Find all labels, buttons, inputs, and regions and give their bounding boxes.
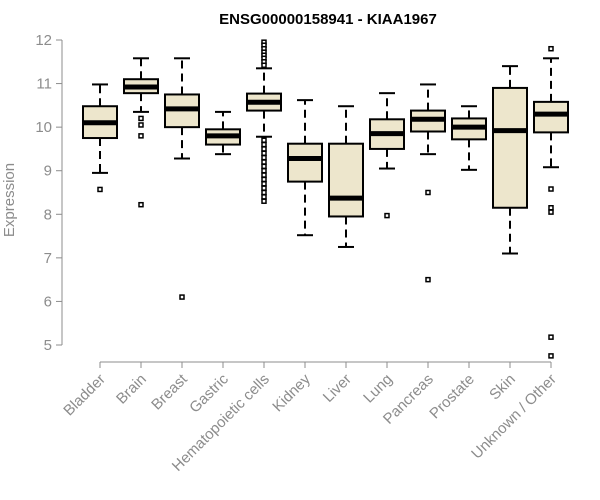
box-unknown-other [533,45,569,359]
outlier-point [261,62,267,69]
outlier-point [548,205,554,211]
outlier-point [548,209,554,215]
outlier-point [261,150,267,157]
outlier-point [425,189,431,196]
box-brain [123,57,159,208]
box-gastric [205,110,241,156]
outlier-point [261,181,267,187]
outlier-point [261,154,267,161]
x-tick-label: Breast [148,370,191,413]
outlier-point [138,122,144,128]
box-rect [287,142,323,183]
outlier-point [261,163,267,170]
outlier-point [138,201,144,208]
outlier-point [97,186,103,193]
x-tick-label: Lung [360,371,396,407]
x-tick-label: Liver [320,371,355,406]
outlier-point [261,198,267,204]
box-pancreas [410,83,446,283]
y-tick-label: 7 [44,250,52,267]
y-tick-label: 12 [35,32,52,49]
outlier-point [261,137,267,143]
x-tick-label: Brain [113,371,150,408]
chart-title: ENSG00000158941 - KIAA1967 [219,11,437,28]
x-tick-label: Bladder [60,371,109,420]
box-breast [164,57,200,300]
outlier-point [261,194,267,200]
box-skin [492,65,528,255]
y-tick-label: 9 [44,163,52,180]
outlier-point [384,212,390,219]
outlier-point [138,133,144,139]
y-tick-label: 5 [44,337,52,354]
outlier-point [425,276,431,283]
outlier-point [138,115,144,122]
outlier-point [261,185,267,191]
outlier-point [548,353,554,359]
x-tick-label: Skin [486,371,519,404]
outlier-point [261,172,267,178]
box-liver [328,105,364,248]
y-tick-label: 6 [44,293,52,310]
outlier-point [261,176,267,183]
box-lung [369,92,405,219]
x-tick-label: Kidney [269,370,314,415]
outlier-point [548,45,554,52]
box-rect [328,142,364,218]
outlier-point [179,294,185,300]
box-prostate [451,105,487,171]
y-tick-label: 8 [44,206,52,223]
y-tick-label: 10 [35,119,52,136]
outlier-point [261,159,267,165]
box-kidney [287,99,323,237]
box-rect [533,100,569,134]
y-tick-label: 11 [36,76,52,93]
boxes-group [82,39,569,359]
x-tick-label: Prostate [426,371,478,423]
outlier-point [261,146,267,152]
outlier-point [548,186,554,192]
y-axis-label: Expression [1,163,18,237]
outlier-point [261,167,267,174]
box-bladder [82,83,118,193]
outlier-point [261,141,267,148]
outlier-point [261,189,267,196]
box-hematopoietic-cells [246,39,282,204]
outlier-point [548,334,554,340]
box-rect [492,86,528,209]
y-axis: 5 6 7 8 9 10 11 12 [35,32,63,354]
